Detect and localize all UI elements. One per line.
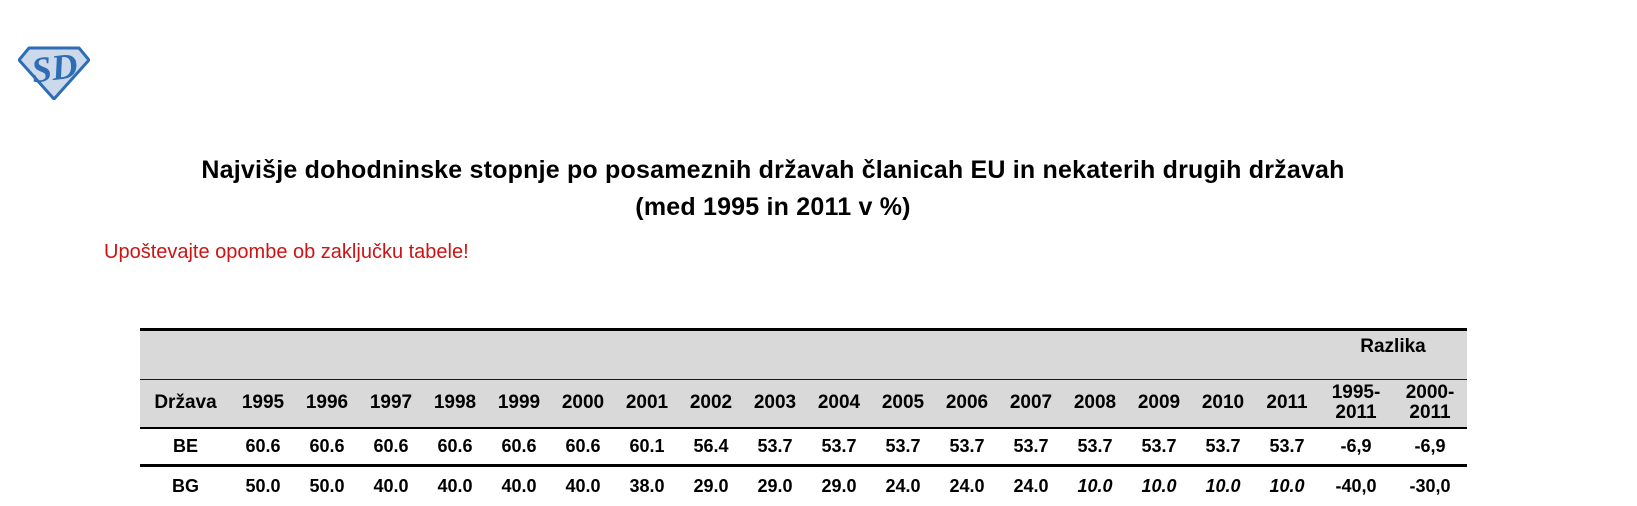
column-header-year: 1999 xyxy=(487,379,551,429)
value-cell: 53.7 xyxy=(935,427,999,467)
column-header-razlika: 1995- 2011 xyxy=(1319,379,1393,429)
value-cell: 10.0 xyxy=(1077,475,1113,496)
column-header-year: 1997 xyxy=(359,379,423,429)
value-cell: 29.0 xyxy=(821,475,857,496)
column-header-year: 2007 xyxy=(999,379,1063,429)
column-header-year: 2005 xyxy=(871,379,935,429)
value-cell: 24.0 xyxy=(949,475,985,496)
value-cell: 53.7 xyxy=(743,427,807,467)
table-group-header-row: Razlika xyxy=(140,328,1468,380)
column-header-year: 2002 xyxy=(679,379,743,429)
value-cell: 50.0 xyxy=(309,475,345,496)
value-cell: 56.4 xyxy=(679,427,743,467)
value-cell: 24.0 xyxy=(1013,475,1049,496)
value-cell: 60.6 xyxy=(295,427,359,467)
value-cell: 60.6 xyxy=(551,427,615,467)
value-cell: 60.6 xyxy=(487,427,551,467)
value-cell: 10.0 xyxy=(1205,475,1241,496)
table-column-header-row: Država 1995 1996 1997 1998 1999 2000 2001 2002 2… xyxy=(140,379,1468,429)
top-income-tax-rates-table: Razlika Država 1995 1996 1997 1998 1999 2000 2… xyxy=(140,328,1468,506)
column-header-year: 2006 xyxy=(935,379,999,429)
value-cell: 60.6 xyxy=(423,427,487,467)
table-row-bg: BG 50.0 50.0 40.0 40.0 40.0 40.0 38.0 29.0 29.0 29… xyxy=(140,466,1467,506)
page-title-line2: (med 1995 in 2011 v %) xyxy=(635,193,911,221)
value-cell: 60.6 xyxy=(359,427,423,467)
value-cell: 53.7 xyxy=(1127,427,1191,467)
value-cell: 40.0 xyxy=(373,475,409,496)
column-header-year: 2010 xyxy=(1191,379,1255,429)
value-cell: 53.7 xyxy=(1063,427,1127,467)
column-header-year: 1996 xyxy=(295,379,359,429)
value-cell: -30,0 xyxy=(1409,475,1451,496)
column-header-year: 1995 xyxy=(231,379,295,429)
value-cell: 53.7 xyxy=(1191,427,1255,467)
page-title: Najvišje dohodninske stopnje po posamezn… xyxy=(0,152,1546,226)
column-header-country: Država xyxy=(140,379,231,429)
value-cell: 40.0 xyxy=(501,475,537,496)
group-header-spacer xyxy=(140,328,1319,380)
value-cell: 53.7 xyxy=(871,427,935,467)
notes-warning-text: Upoštevajte opombe ob zaključku tabele! xyxy=(104,241,469,263)
column-header-year: 2001 xyxy=(615,379,679,429)
value-cell: -40,0 xyxy=(1335,475,1377,496)
value-cell: -6,9 xyxy=(1393,427,1468,467)
value-cell: 29.0 xyxy=(757,475,793,496)
column-header-year: 2008 xyxy=(1063,379,1127,429)
razlika-group-header: Razlika xyxy=(1319,328,1468,380)
value-cell: 60.6 xyxy=(231,427,295,467)
value-cell: 50.0 xyxy=(245,475,281,496)
value-cell: 24.0 xyxy=(885,475,921,496)
value-cell: 40.0 xyxy=(437,475,473,496)
column-header-year: 2004 xyxy=(807,379,871,429)
column-header-year: 2003 xyxy=(743,379,807,429)
country-code: BG xyxy=(172,475,199,496)
sd-diamond-logo-icon: SD xyxy=(17,45,91,101)
column-header-year: 2011 xyxy=(1255,379,1319,429)
value-cell: 29.0 xyxy=(693,475,729,496)
value-cell: 53.7 xyxy=(807,427,871,467)
table-row-be: BE 60.6 60.6 60.6 60.6 60.6 60.6 60.1 56.4 53.7 53… xyxy=(140,427,1468,467)
value-cell: 53.7 xyxy=(1255,427,1319,467)
value-cell: 10.0 xyxy=(1269,475,1305,496)
page-title-line1: Najvišje dohodninske stopnje po posamezn… xyxy=(201,156,1345,184)
value-cell: 60.1 xyxy=(615,427,679,467)
value-cell: 10.0 xyxy=(1141,475,1177,496)
column-header-razlika: 2000- 2011 xyxy=(1393,379,1468,429)
value-cell: -6,9 xyxy=(1319,427,1393,467)
country-code: BE xyxy=(140,427,231,467)
logo-letters: SD xyxy=(29,45,80,90)
value-cell: 38.0 xyxy=(629,475,665,496)
value-cell: 40.0 xyxy=(565,475,601,496)
column-header-year: 2009 xyxy=(1127,379,1191,429)
column-header-year: 1998 xyxy=(423,379,487,429)
value-cell: 53.7 xyxy=(999,427,1063,467)
column-header-year: 2000 xyxy=(551,379,615,429)
sd-logo: SD xyxy=(17,44,91,101)
